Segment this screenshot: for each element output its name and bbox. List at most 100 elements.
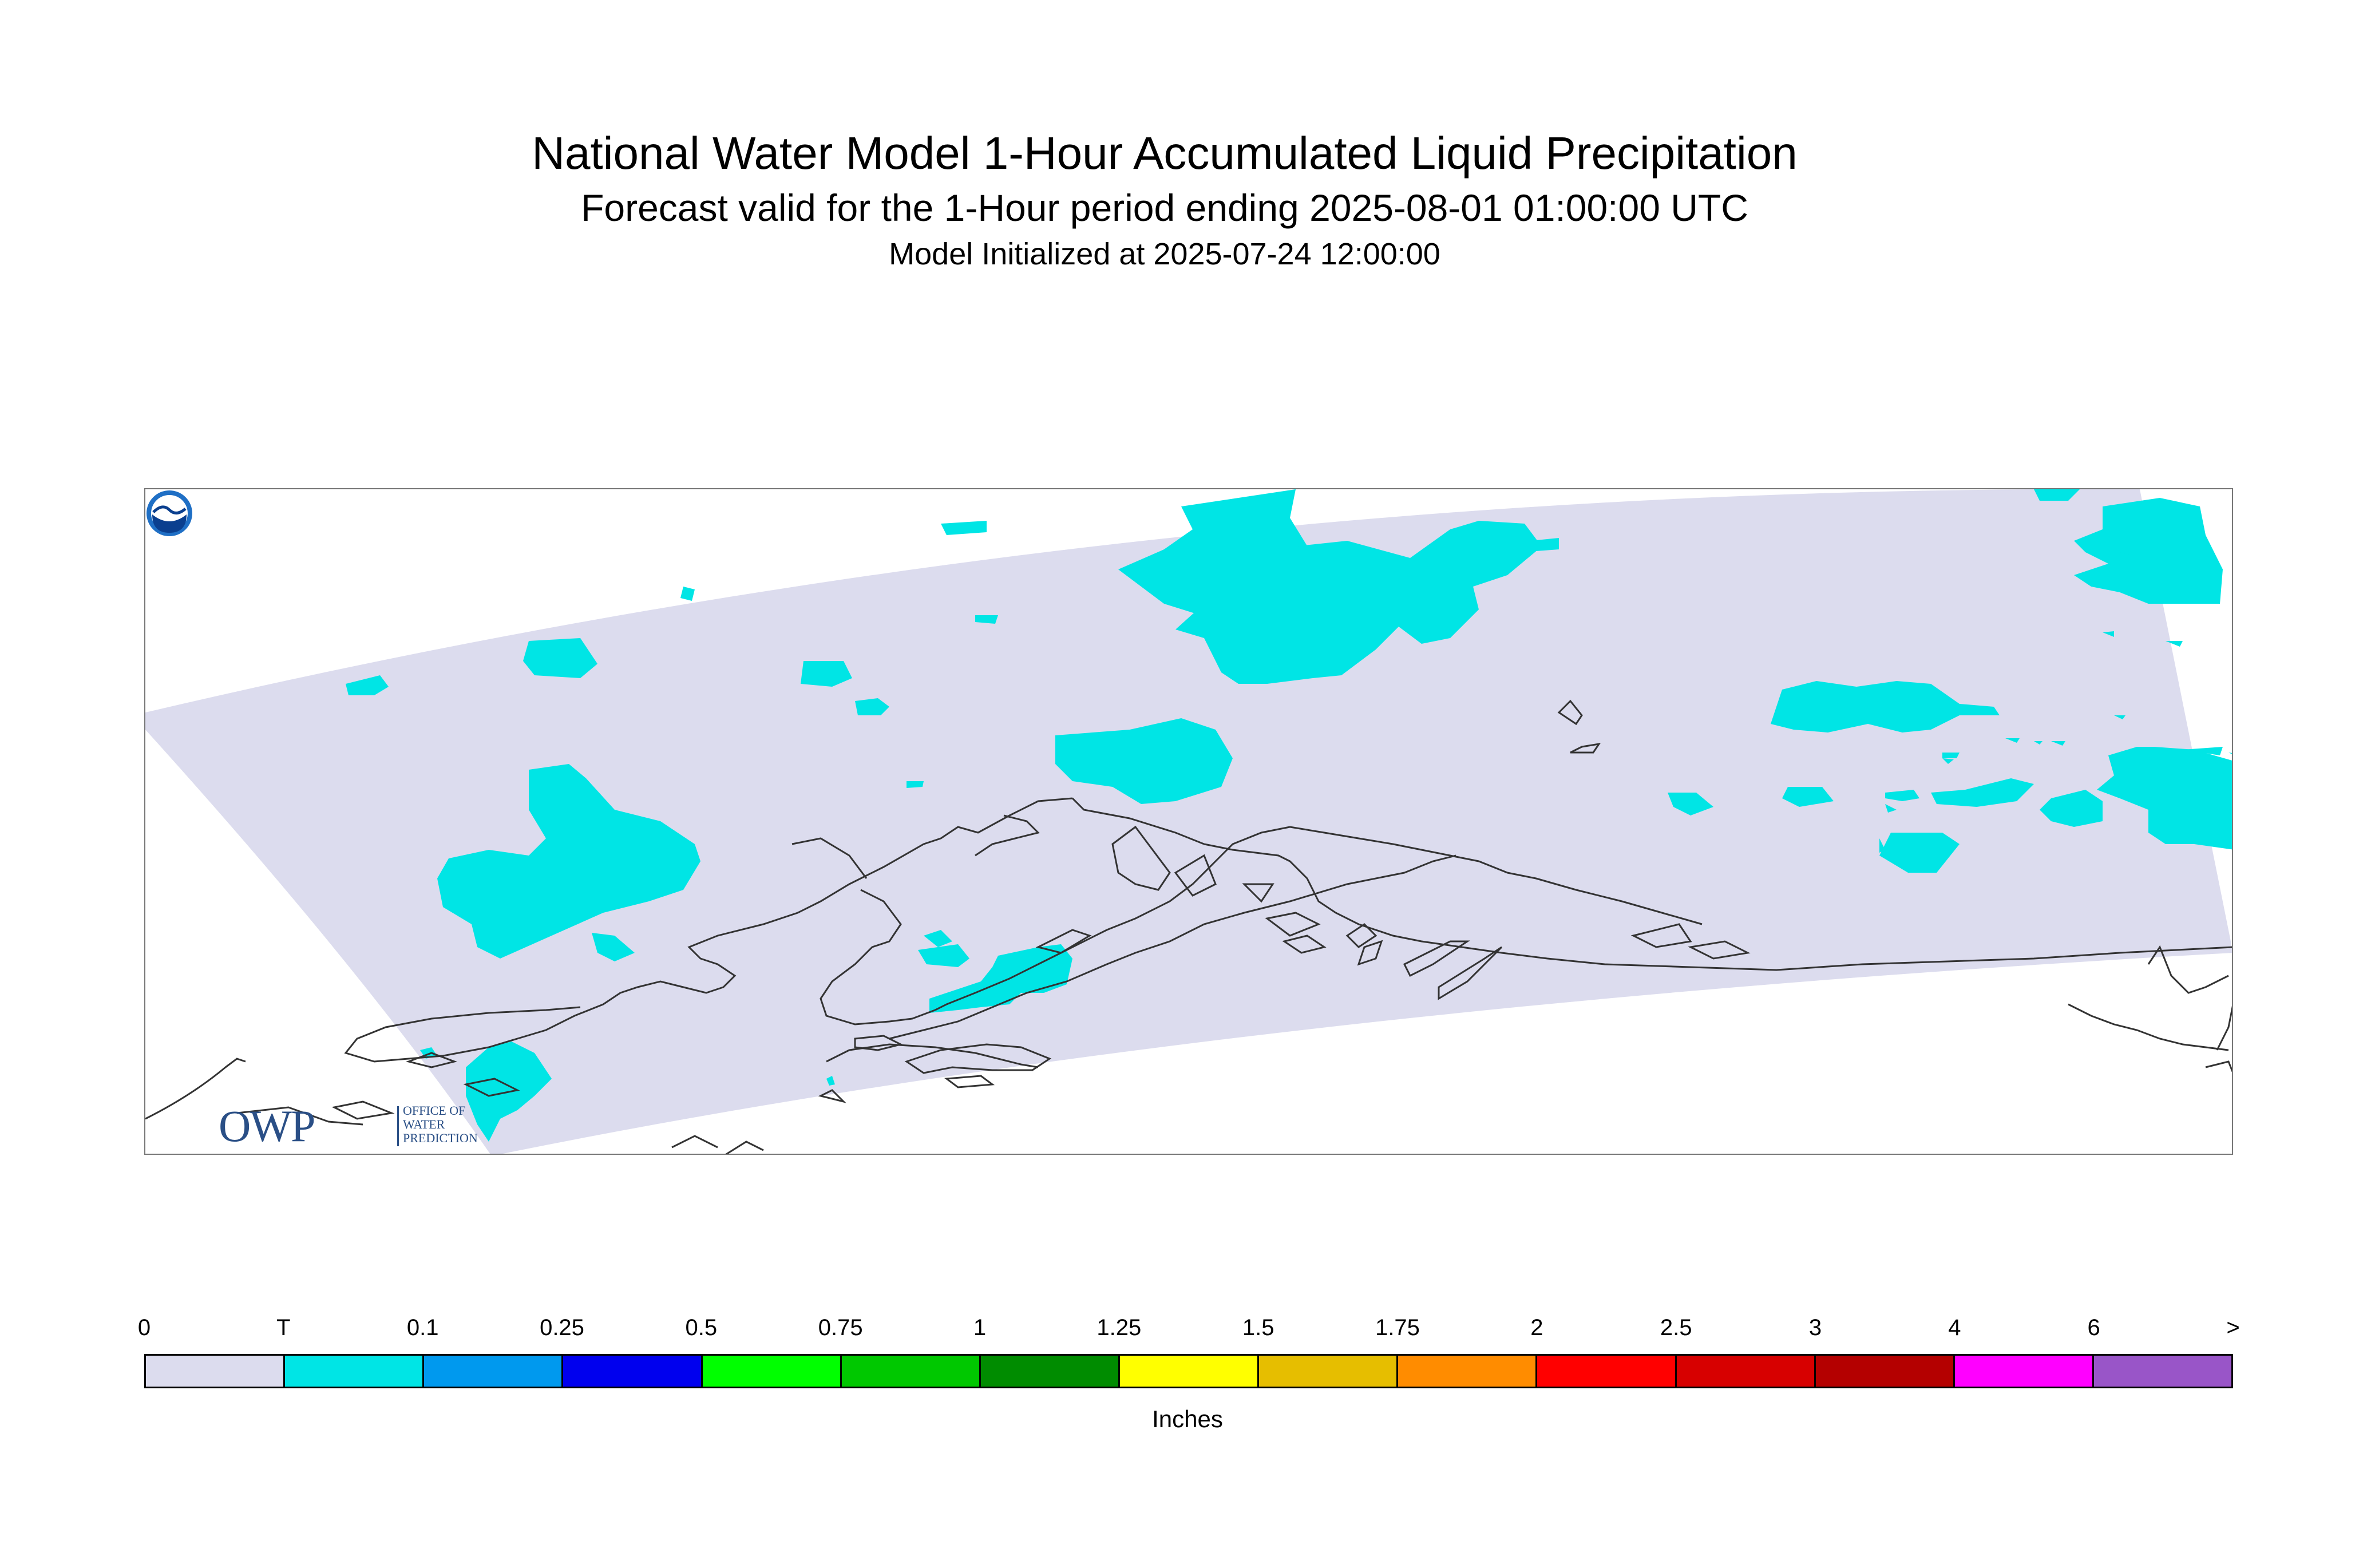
precip-area — [592, 933, 635, 961]
legend-swatch — [1954, 1356, 2094, 1387]
precip-area — [2051, 741, 2065, 746]
precip-area — [924, 930, 952, 947]
precip-area — [801, 661, 852, 687]
coastline-mainland-upper — [1204, 843, 2232, 971]
legend-swatch — [1259, 1356, 1399, 1387]
island — [1242, 883, 1274, 903]
model-domain — [145, 489, 2232, 1154]
legend-swatch — [146, 1356, 286, 1387]
island — [1035, 929, 1092, 954]
legend-tick-label: 1.75 — [1375, 1315, 1420, 1340]
coastline-bottom-left-2 — [725, 1141, 764, 1154]
precip-area — [1942, 753, 1960, 758]
island — [1111, 825, 1171, 891]
legend-tick-label: 0.1 — [406, 1315, 439, 1340]
precip-area — [1885, 790, 1919, 801]
coastline-east-tip — [2205, 1060, 2232, 1073]
legend-swatch — [1537, 1356, 1677, 1387]
coastline-northeast-2 — [2068, 1003, 2229, 1051]
island — [1688, 940, 1751, 960]
legend-swatch — [980, 1356, 1120, 1387]
island — [854, 1035, 904, 1051]
precip-area — [437, 764, 700, 959]
island — [1557, 699, 1583, 726]
legend-tick-label: 2.5 — [1660, 1315, 1692, 1340]
precip-area — [855, 698, 889, 715]
precip-area — [1530, 538, 1559, 551]
coastline-east-edge — [2216, 1005, 2232, 1051]
legend-swatch — [285, 1356, 425, 1387]
island — [1357, 940, 1383, 966]
precip-area — [1942, 758, 1954, 764]
island — [1282, 935, 1327, 954]
owp-logo-text: OWP — [219, 1101, 315, 1151]
coastline-northeast — [2147, 945, 2229, 994]
coastline-bay — [791, 837, 868, 879]
island — [1174, 854, 1217, 897]
owp-logo-divider — [397, 1106, 399, 1146]
precip-area — [2040, 790, 2103, 827]
precip-area — [826, 1076, 835, 1086]
legend-tick-label: > — [2226, 1315, 2240, 1340]
owp-logo-line: PREDICTION — [403, 1131, 478, 1145]
coastline-sw-bering — [236, 1106, 363, 1126]
precip-area — [2103, 631, 2114, 637]
coastline-south — [889, 854, 1456, 1040]
legend-tick-label: 1.25 — [1097, 1315, 1142, 1340]
map-subtitle: Forecast valid for the 1-Hour period end… — [581, 187, 1748, 229]
precip-area — [346, 675, 389, 695]
legend-tick-label: 1.5 — [1242, 1315, 1274, 1340]
coastline-bottom-left — [671, 1135, 718, 1149]
precip-area — [2114, 715, 2125, 719]
precip-area — [1055, 718, 1233, 804]
precip-area — [1879, 838, 1885, 853]
precip-area — [2005, 738, 2020, 743]
init-time: Model Initialized at 2025-07-24 12:00:00 — [889, 237, 1440, 271]
coastline-aleutian — [826, 1043, 1039, 1068]
precip-area — [2166, 641, 2183, 647]
legend-swatch — [424, 1356, 564, 1387]
precip-area — [2120, 549, 2140, 558]
island — [1265, 912, 1321, 937]
legend-swatch — [2093, 1356, 2232, 1387]
precip-area — [1175, 521, 1542, 684]
legend-tick-label: 0.75 — [818, 1315, 863, 1340]
precip-area — [1668, 793, 1713, 815]
coastline-peninsula-loop — [904, 1043, 1052, 1074]
island — [1345, 923, 1378, 948]
legend-swatch — [702, 1356, 842, 1387]
precip-area — [975, 615, 998, 624]
legend-tick-label: 0 — [137, 1315, 151, 1340]
noaa-logo-icon — [147, 490, 192, 536]
precip-area — [918, 944, 969, 967]
map-title: National Water Model 1-Hour Accumulated … — [532, 128, 1798, 179]
island — [331, 1100, 395, 1120]
legend-tick-label: 0.25 — [540, 1315, 584, 1340]
island — [1403, 940, 1470, 977]
precipitation-map[interactable]: OWP OFFICE OF WATER PREDICTION — [144, 488, 2233, 1155]
precip-area — [907, 781, 924, 788]
legend-tick-label: 2 — [1530, 1315, 1543, 1340]
coastline-west-bering — [145, 1058, 246, 1120]
precip-area — [941, 521, 987, 535]
legend-units: Inches — [1152, 1405, 1223, 1432]
legend-swatch — [1676, 1356, 1816, 1387]
island — [405, 1052, 458, 1068]
island — [818, 1089, 846, 1103]
precip-area — [2183, 747, 2223, 755]
coastline-kotzebue — [975, 814, 1040, 857]
precip-area — [1879, 833, 1960, 873]
precip-area — [2034, 741, 2042, 745]
legend-tick-label: 3 — [1808, 1315, 1822, 1340]
coastline-seward-peninsula — [344, 797, 1073, 1063]
precip-area — [1771, 681, 2000, 732]
island — [463, 1078, 520, 1097]
precip-area — [1782, 787, 1834, 807]
legend-swatch — [1398, 1356, 1538, 1387]
owp-logo-line: WATER — [403, 1117, 445, 1131]
precip-area — [680, 587, 695, 601]
coastline-kuskokwim — [820, 889, 936, 1025]
owp-logo-subtext: OFFICE OF WATER PREDICTION — [403, 1104, 478, 1145]
island — [1630, 923, 1692, 948]
legend-tick-label: 4 — [1948, 1315, 1961, 1340]
